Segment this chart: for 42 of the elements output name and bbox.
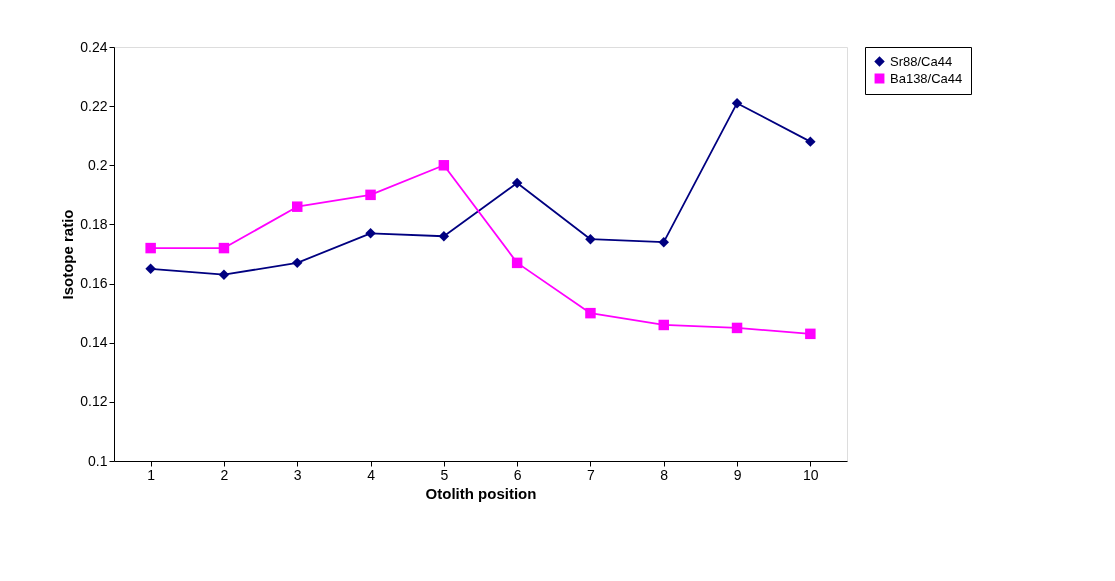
y-tick-label: 0.16 — [80, 275, 108, 292]
point — [658, 236, 669, 248]
point — [438, 231, 450, 242]
x-tick-label: 1 — [147, 466, 156, 483]
y-tick-label: 0.22 — [80, 97, 108, 114]
point — [585, 233, 596, 245]
point — [511, 177, 523, 189]
x-tick-label: 3 — [293, 466, 302, 483]
point — [292, 201, 303, 212]
x-tick-label: 7 — [587, 466, 596, 483]
point — [145, 263, 156, 275]
x-tick-label: 8 — [660, 466, 669, 483]
point — [365, 189, 376, 201]
y-tick-label: 0.24 — [80, 38, 108, 55]
y-tick-label: 0.14 — [80, 334, 108, 351]
point — [585, 307, 596, 319]
point — [218, 242, 230, 254]
y-tick-label: 0.1 — [88, 452, 108, 469]
x-axis-title: Otolith position — [425, 484, 537, 502]
point — [658, 319, 669, 331]
legend-label: Sr88/Ca44 — [890, 53, 953, 69]
legend-label: Ba138/Ca44 — [890, 70, 963, 86]
x-tick-label: 5 — [440, 466, 449, 483]
x-tick-label: 4 — [367, 466, 376, 483]
point — [438, 160, 450, 171]
point — [292, 257, 303, 269]
point — [805, 136, 816, 147]
point — [511, 257, 523, 269]
point — [145, 242, 156, 254]
y-tick-label: 0.12 — [80, 393, 108, 410]
y-axis-title: Isotope ratio — [59, 209, 77, 300]
y-tick-label: 0.18 — [80, 215, 108, 232]
x-tick-label: 9 — [733, 466, 742, 483]
x-tick-label: 10 — [803, 466, 819, 483]
point — [218, 269, 230, 280]
y-tick-label: 0.2 — [88, 156, 108, 173]
point — [805, 328, 816, 340]
x-tick-label: 6 — [513, 466, 522, 483]
point — [731, 97, 743, 109]
point — [365, 228, 376, 239]
x-tick-label: 2 — [220, 466, 229, 483]
point — [731, 322, 743, 334]
